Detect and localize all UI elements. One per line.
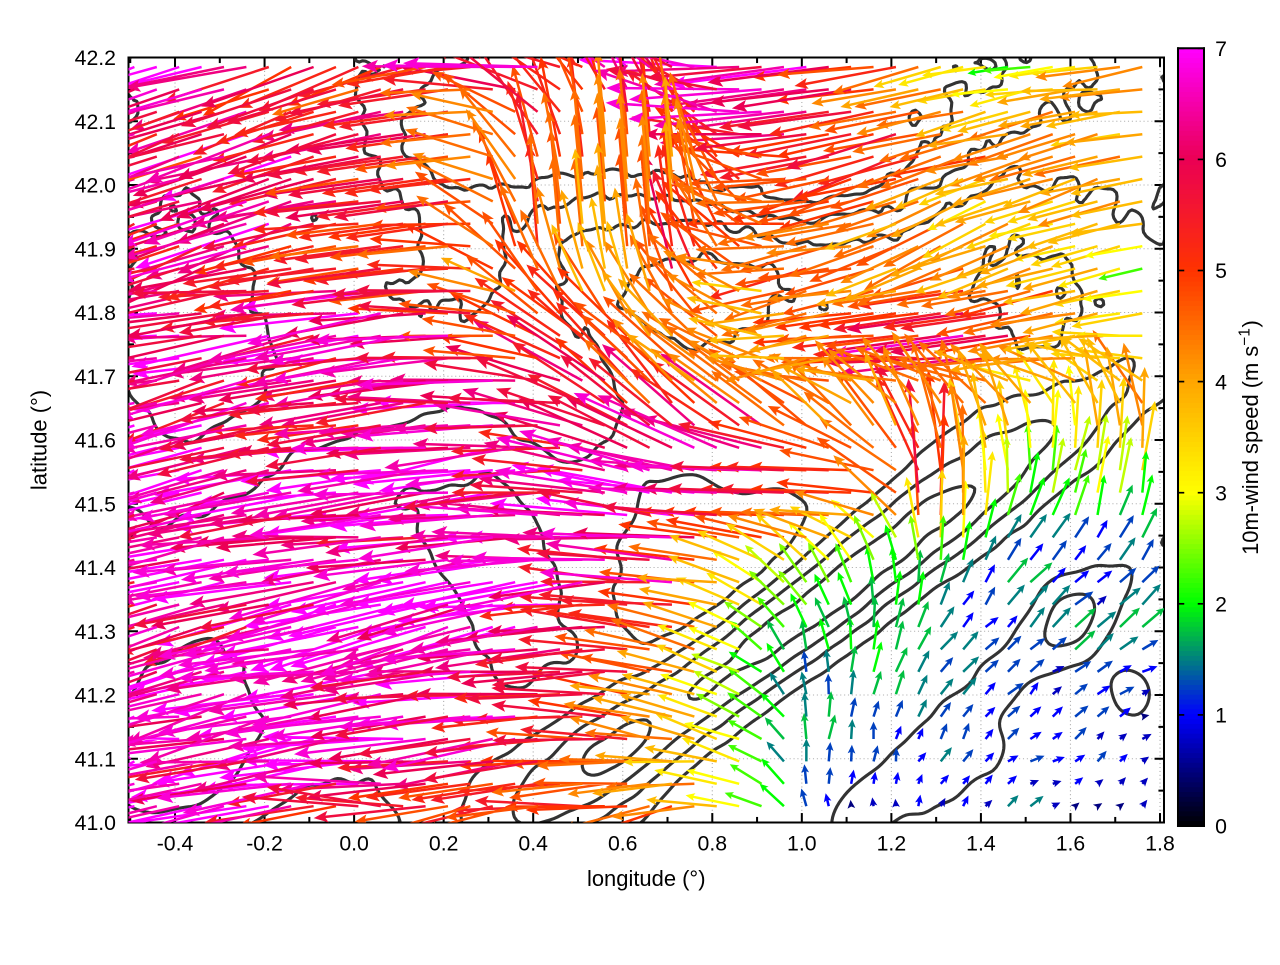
svg-text:0.0: 0.0 — [339, 831, 369, 855]
svg-text:4: 4 — [1215, 370, 1227, 394]
svg-text:2: 2 — [1215, 593, 1227, 617]
svg-text:41.4: 41.4 — [75, 556, 117, 580]
svg-text:41.9: 41.9 — [75, 237, 116, 261]
svg-text:1.8: 1.8 — [1145, 831, 1175, 855]
svg-text:longitude (°): longitude (°) — [587, 866, 706, 891]
svg-text:7: 7 — [1215, 37, 1227, 61]
svg-text:41.7: 41.7 — [75, 365, 116, 389]
svg-text:5: 5 — [1215, 259, 1227, 283]
svg-text:0.2: 0.2 — [429, 831, 459, 855]
svg-text:6: 6 — [1215, 148, 1227, 172]
svg-text:1: 1 — [1215, 704, 1227, 728]
svg-text:0.4: 0.4 — [518, 831, 548, 855]
svg-text:0: 0 — [1215, 815, 1227, 839]
svg-text:1.0: 1.0 — [787, 831, 817, 855]
svg-text:1.4: 1.4 — [966, 831, 996, 855]
svg-text:latitude (°): latitude (°) — [26, 390, 51, 490]
svg-text:41.3: 41.3 — [75, 620, 116, 644]
svg-text:41.8: 41.8 — [75, 301, 116, 325]
svg-text:42.2: 42.2 — [75, 46, 116, 70]
svg-text:41.0: 41.0 — [75, 811, 116, 835]
svg-text:0.8: 0.8 — [698, 831, 728, 855]
svg-text:1.6: 1.6 — [1056, 831, 1086, 855]
svg-text:-0.4: -0.4 — [157, 831, 194, 855]
svg-text:-0.2: -0.2 — [246, 831, 283, 855]
svg-text:41.5: 41.5 — [75, 492, 116, 516]
svg-text:1 0 m -: 1 0 m - w i n d s p e e d ( m s ) − 1 — [1230, 315, 1263, 555]
svg-text:41.1: 41.1 — [75, 747, 116, 771]
svg-text:3: 3 — [1215, 481, 1227, 505]
svg-text:42.1: 42.1 — [75, 110, 116, 134]
svg-text:0.6: 0.6 — [608, 831, 638, 855]
svg-text:41.2: 41.2 — [75, 684, 116, 708]
svg-text:42.0: 42.0 — [75, 174, 116, 198]
svg-text:1.2: 1.2 — [877, 831, 907, 855]
svg-text:41.6: 41.6 — [75, 429, 116, 453]
